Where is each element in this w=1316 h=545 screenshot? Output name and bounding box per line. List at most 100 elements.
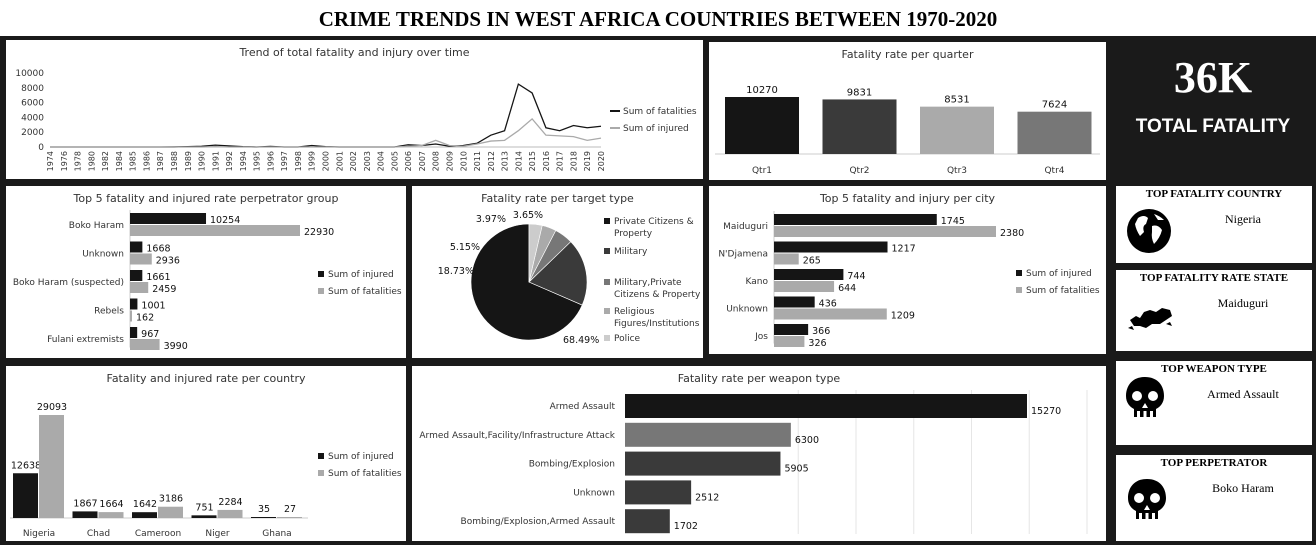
map-icon: [1128, 308, 1172, 330]
category-label: Armed Assault: [550, 402, 616, 412]
top-state-value: Maiduguri: [1217, 296, 1269, 310]
data-label: 744: [847, 271, 865, 282]
legend-swatch: [604, 279, 610, 285]
data-label: 2380: [1000, 228, 1024, 239]
target-pie-chart: 68.49% 18.73% 5.15% 3.97% 3.65% Private Citiz…: [438, 210, 701, 346]
kpi-label: TOTAL FATALITY: [1135, 116, 1291, 137]
legend-swatch: [318, 470, 324, 476]
data-label: 15270: [1031, 406, 1061, 417]
bar: [774, 308, 887, 320]
bar: [920, 106, 994, 154]
target-chart-panel[interactable]: Fatality rate per target type 68.49% 18.7…: [412, 186, 703, 358]
top-state-card-title: TOP FATALITY RATE STATE: [1139, 272, 1289, 284]
legend-label: Sum of fatalities: [328, 287, 402, 297]
data-label: 3.97%: [476, 214, 506, 225]
skull-icon: [1128, 479, 1166, 519]
top-country-card: TOP FATALITY COUNTRY Nigeria: [1116, 186, 1312, 263]
data-label: 7624: [1042, 100, 1067, 111]
legend-swatch: [604, 335, 610, 341]
legend-swatch: [604, 308, 610, 314]
pie-slice: [528, 223, 543, 283]
x-tick-label: 1989: [184, 151, 193, 171]
top-weapon-card: TOP WEAPON TYPE Armed Assault: [1116, 361, 1312, 445]
bar: [158, 506, 183, 518]
x-tick-label: 2001: [335, 151, 344, 171]
legend-swatch: [1016, 270, 1022, 276]
dashboard-title: CRIME TRENDS IN WEST AFRICA COUNTRIES BE…: [318, 7, 998, 31]
x-tick-label: 1984: [115, 151, 124, 171]
data-label: 1702: [674, 521, 698, 532]
x-tick-label: 2012: [487, 151, 496, 171]
data-label: 436: [819, 299, 837, 310]
legend-label: Sum of injured: [328, 452, 394, 462]
y-tick-label: 10000: [15, 69, 44, 79]
data-label: 1001: [141, 301, 165, 312]
legend-label: Military,Private Citizens & Property: [614, 278, 701, 300]
data-label: 1661: [146, 272, 170, 283]
series-line: [50, 83, 602, 148]
top-perpetrator-card: TOP PERPETRATOR Boko Haram: [1116, 455, 1312, 541]
legend-label: Police: [614, 334, 641, 344]
data-label: 1209: [891, 311, 915, 322]
x-tick-label: 1997: [280, 151, 289, 171]
x-tick-label: 1987: [156, 151, 165, 171]
bar: [774, 253, 799, 265]
x-tick-label: 2010: [459, 151, 468, 171]
bar: [130, 339, 160, 350]
x-tick-label: 2014: [514, 151, 523, 171]
data-label: 8531: [944, 95, 969, 106]
weapon-chart: 15270 Armed Assault 6300 Armed Assault,Faci…: [419, 390, 1088, 534]
country-chart-panel[interactable]: Fatality and injured rate per country 12…: [6, 366, 406, 541]
x-tick-label: 2004: [377, 151, 386, 171]
x-tick-label: 2015: [528, 151, 537, 171]
data-label: 3186: [159, 494, 183, 505]
series-line: [50, 117, 602, 148]
trend-chart: 0 2000 4000 6000 8000 10000 1974 1976 1978 1980 19…: [15, 69, 697, 171]
weapon-chart-panel[interactable]: Fatality rate per weapon type 15270 Armed…: [412, 366, 1106, 541]
x-tick-label: 2017: [556, 151, 565, 171]
bar: [774, 214, 937, 225]
data-label: 2512: [695, 492, 719, 503]
x-tick-label: 1996: [266, 151, 275, 171]
x-tick-label: 1976: [60, 151, 69, 171]
top-perpetrator-card-title: TOP PERPETRATOR: [1160, 457, 1268, 469]
bar: [39, 415, 64, 518]
kpi-value: 36K: [1173, 53, 1253, 102]
x-tick-label: 1985: [129, 151, 138, 171]
x-tick-label: 2019: [583, 151, 592, 171]
legend-label: Religious Figures/Institutions: [614, 307, 700, 329]
x-tick-label: 2003: [363, 151, 372, 171]
weapon-chart-title: Fatality rate per weapon type: [677, 372, 841, 385]
data-label: 27: [284, 504, 296, 515]
legend-label: Private Citizens & Property: [614, 217, 694, 239]
y-tick-label: 0: [38, 143, 44, 153]
data-label: 644: [838, 283, 856, 294]
country-chart: 12638 29093 Nigeria 1867 1664 Chad 1642 3186 Cam…: [10, 402, 402, 539]
category-label: Ghana: [262, 529, 291, 539]
bar: [774, 226, 996, 237]
bar: [130, 327, 138, 338]
data-label: 2936: [156, 256, 180, 267]
pie-slice: [528, 241, 588, 306]
category-label: N'Djamena: [718, 250, 768, 260]
category-label: Bombing/Explosion: [529, 460, 615, 470]
legend-swatch: [604, 218, 610, 224]
y-tick-label: 6000: [21, 99, 44, 109]
x-tick-label: 2007: [418, 151, 427, 171]
data-label: 1867: [73, 498, 97, 509]
top-weapon-value: Armed Assault: [1207, 387, 1279, 401]
bar: [130, 253, 152, 265]
city-chart-panel[interactable]: Top 5 fatality and injury per city Maidu…: [709, 186, 1106, 354]
bar: [130, 282, 149, 293]
trend-chart-panel[interactable]: Trend of total fatality and injury over …: [6, 40, 703, 179]
target-chart-title: Fatality rate per target type: [481, 192, 634, 205]
legend-label: Military: [614, 247, 648, 257]
perpetrator-chart-panel[interactable]: Top 5 fatality and injured rate perpetra…: [6, 186, 406, 358]
category-label: Maiduguri: [723, 222, 768, 232]
quarter-chart-panel[interactable]: Fatality rate per quarter 10270 Qtr1 9831 Q…: [709, 42, 1106, 180]
trend-chart-title: Trend of total fatality and injury over …: [239, 46, 470, 59]
x-tick-label: 1992: [225, 151, 234, 171]
data-label: 18.73%: [438, 266, 474, 277]
category-label: Unknown: [82, 250, 124, 260]
legend-label: Sum of fatalities: [328, 469, 402, 479]
